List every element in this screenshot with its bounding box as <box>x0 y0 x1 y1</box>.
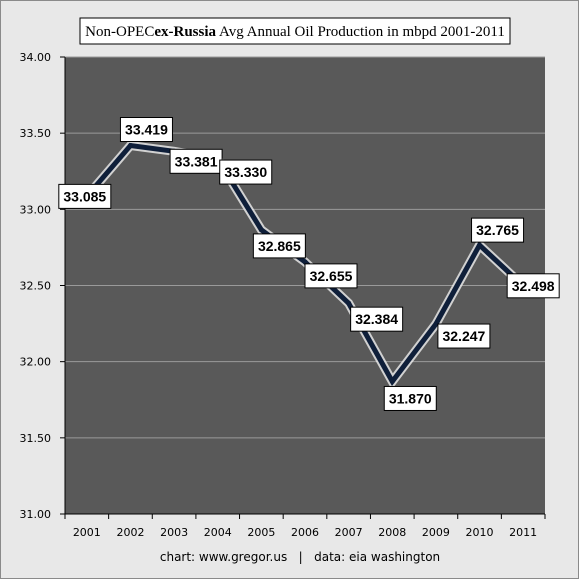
data-label-box-2009 <box>437 323 491 349</box>
data-point-2007 <box>346 300 352 306</box>
data-label-box-2005 <box>252 233 306 259</box>
data-label-box-2001 <box>58 183 112 209</box>
y-tick-label-33-50: 33.50 <box>20 127 52 140</box>
data-label-box-2011 <box>506 273 560 299</box>
data-label-2005: 32.865 <box>258 238 301 254</box>
y-tick-label-32-50: 32.50 <box>20 280 52 293</box>
data-label-box-2007 <box>350 306 404 332</box>
x-tick-label-2011: 2011 <box>509 526 537 539</box>
data-label-2007: 32.384 <box>355 311 398 327</box>
data-point-2009 <box>433 321 439 327</box>
x-tick-label-2008: 2008 <box>378 526 406 539</box>
chart-title: Non-OPECex-Russia Avg Annual Oil Producti… <box>85 24 505 40</box>
data-label-2001: 33.085 <box>63 188 106 204</box>
y-tick-label-31-00: 31.00 <box>20 508 52 521</box>
chart-footer: chart: www.gregor.us | data: eia washing… <box>160 550 440 564</box>
data-point-2006 <box>302 259 308 265</box>
data-label-2006: 32.655 <box>310 268 353 284</box>
data-label-box-2008 <box>383 385 437 411</box>
y-tick-label-34-00: 34.00 <box>20 51 52 64</box>
data-label-2011: 32.498 <box>512 278 555 294</box>
x-tick-label-2006: 2006 <box>291 526 319 539</box>
y-axis: 31.00 31.50 32.00 32.50 33.00 33.50 34.00 <box>20 51 66 521</box>
data-label-box-2003 <box>169 148 223 174</box>
data-label-2003: 33.381 <box>175 153 218 169</box>
data-labels: 33.085 33.419 33.381 33.330 32.865 32.655 32.3… <box>58 117 560 411</box>
y-tick-label-32-00: 32.00 <box>20 356 52 369</box>
chart-title-box <box>79 17 511 45</box>
x-tick-label-2007: 2007 <box>335 526 363 539</box>
y-tick-label-33-00: 33.00 <box>20 203 52 216</box>
x-tick-label-2005: 2005 <box>247 526 275 539</box>
data-label-2010: 32.765 <box>476 222 519 238</box>
data-point-2010 <box>477 242 483 248</box>
data-label-box-2010 <box>471 217 525 243</box>
data-point-2005 <box>258 227 264 233</box>
x-axis: 2001 2002 2003 2004 2005 2006 2007 2008 2009 2010… <box>64 513 546 539</box>
data-point-2002 <box>127 143 133 149</box>
data-label-box-2004 <box>219 159 273 185</box>
data-label-2002: 33.419 <box>125 122 168 138</box>
data-label-2004: 33.330 <box>224 164 267 180</box>
x-tick-label-2002: 2002 <box>116 526 144 539</box>
x-tick-label-2003: 2003 <box>160 526 188 539</box>
data-label-2009: 32.247 <box>442 328 485 344</box>
x-tick-label-2004: 2004 <box>204 526 232 539</box>
y-tick-label-31-50: 31.50 <box>20 432 52 445</box>
data-label-2008: 31.870 <box>389 390 432 406</box>
x-tick-label-2009: 2009 <box>422 526 450 539</box>
data-label-box-2006 <box>304 263 358 289</box>
series-line <box>83 140 527 390</box>
data-label-box-2002 <box>119 117 173 143</box>
x-tick-label-2001: 2001 <box>73 526 101 539</box>
x-tick-label-2010: 2010 <box>466 526 494 539</box>
data-point-2008 <box>389 378 395 384</box>
